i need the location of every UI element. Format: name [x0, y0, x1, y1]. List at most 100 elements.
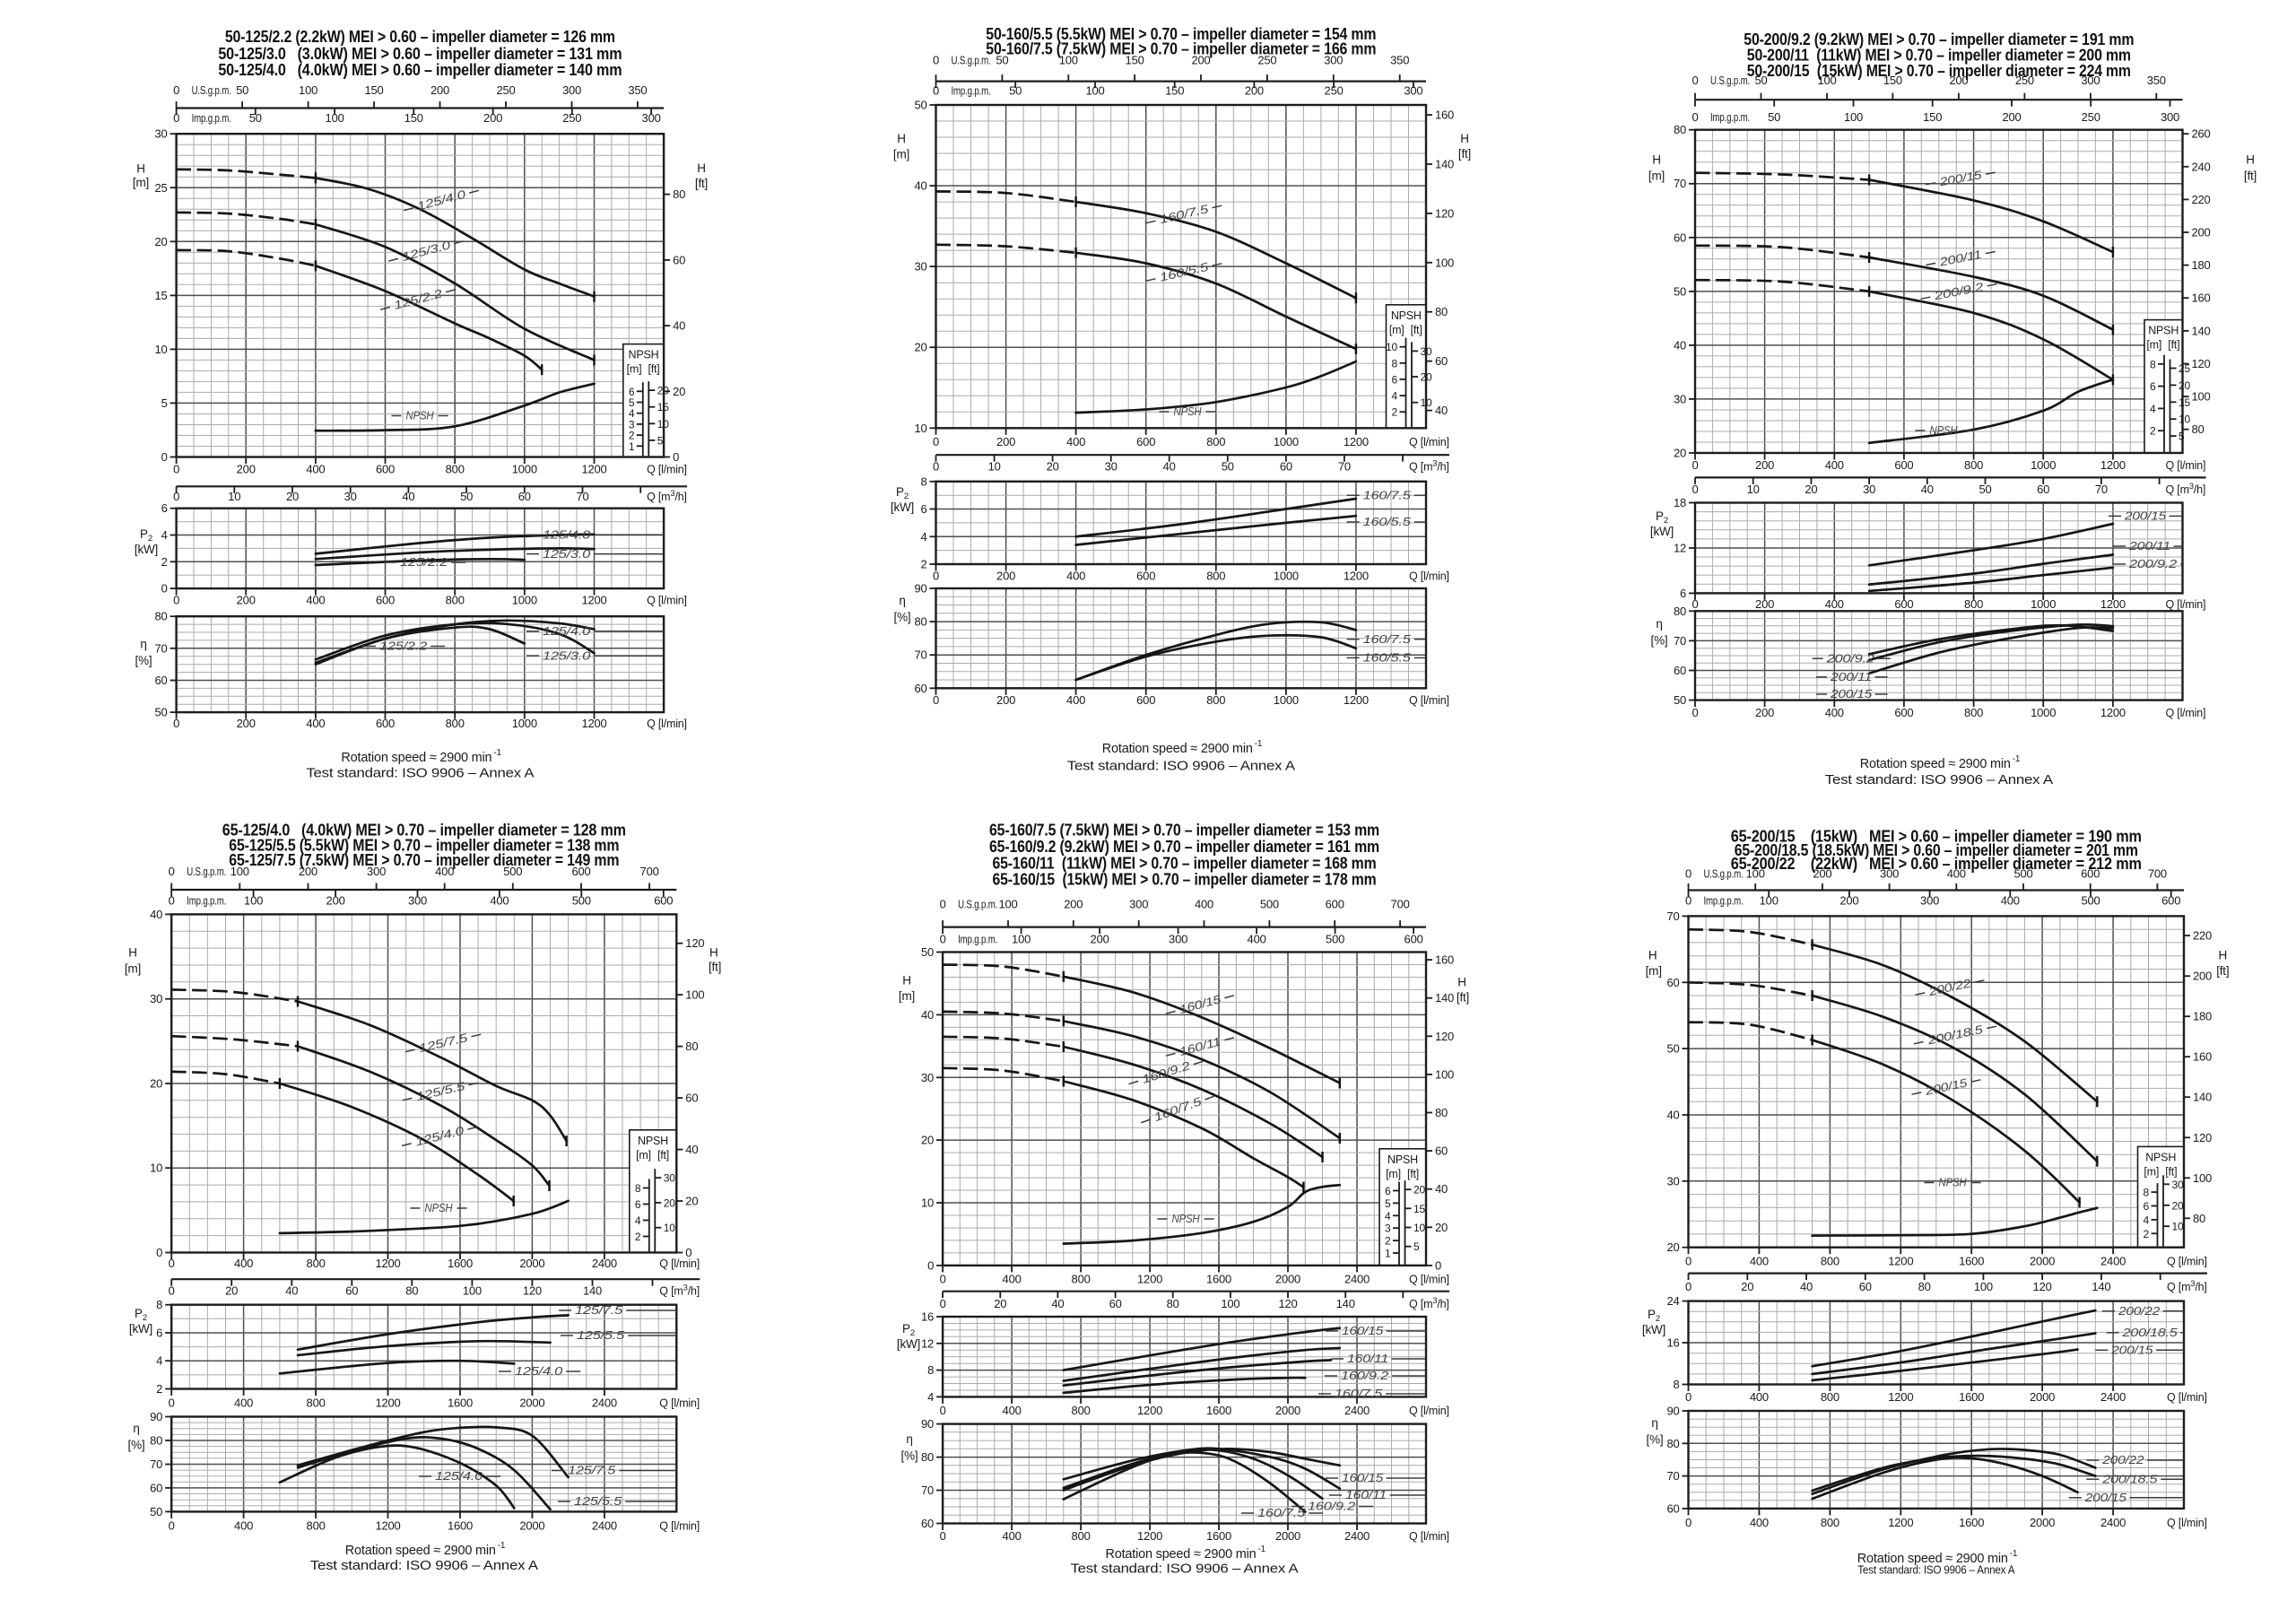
svg-text:60: 60	[1859, 1280, 1872, 1293]
svg-text:20: 20	[1413, 1184, 1425, 1196]
svg-text:160: 160	[2192, 291, 2211, 305]
svg-text:1200: 1200	[1137, 1404, 1162, 1417]
svg-text:200: 200	[326, 893, 345, 907]
svg-text:[%]: [%]	[128, 1439, 145, 1452]
svg-text:0: 0	[1692, 110, 1698, 124]
svg-text:6: 6	[161, 501, 168, 515]
svg-text:90: 90	[150, 1410, 162, 1423]
svg-text:200: 200	[237, 593, 256, 606]
svg-text:200: 200	[996, 693, 1015, 707]
svg-text:60: 60	[914, 682, 926, 695]
svg-text:20: 20	[685, 1195, 698, 1208]
svg-text:60: 60	[921, 1517, 934, 1530]
svg-text:400: 400	[1066, 693, 1085, 707]
svg-text:400: 400	[234, 1519, 253, 1533]
svg-text:0: 0	[173, 83, 179, 97]
svg-text:30: 30	[344, 490, 357, 503]
svg-text:200/11: 200/11	[1830, 670, 1872, 683]
svg-text:0: 0	[685, 1246, 691, 1259]
svg-text:1200: 1200	[581, 717, 606, 730]
svg-text:Q [l/min]: Q [l/min]	[1409, 1405, 1449, 1417]
svg-text:NPSH: NPSH	[629, 349, 659, 361]
svg-text:[m]: [m]	[899, 989, 915, 1003]
svg-text:160/15: 160/15	[1342, 1324, 1384, 1337]
svg-text:60: 60	[1435, 354, 1448, 368]
svg-text:200: 200	[483, 111, 502, 125]
svg-text:100: 100	[1059, 54, 1078, 67]
svg-text:[m]: [m]	[1646, 964, 1662, 978]
svg-text:800: 800	[1206, 693, 1225, 707]
svg-text:6: 6	[1680, 587, 1686, 600]
svg-text:2400: 2400	[592, 1257, 617, 1270]
svg-text:6: 6	[629, 386, 635, 398]
svg-text:1200: 1200	[2100, 458, 2126, 472]
svg-text:[%]: [%]	[1647, 1433, 1664, 1447]
svg-text:30: 30	[664, 1172, 675, 1185]
svg-text:800: 800	[1072, 1272, 1091, 1285]
svg-text:600: 600	[654, 893, 673, 907]
svg-text:[kW]: [kW]	[891, 500, 914, 514]
svg-text:[ft]: [ft]	[2216, 964, 2229, 978]
svg-text:[ft]: [ft]	[1411, 324, 1422, 336]
svg-text:65-160/15 (15kW) MEI > 0.70 –: 65-160/15 (15kW) MEI > 0.70 – impeller d…	[993, 871, 1377, 889]
svg-text:125/3.0: 125/3.0	[543, 547, 591, 561]
svg-text:200: 200	[1755, 597, 1774, 611]
svg-text:Test standard: ISO 9906 – Anne: Test standard: ISO 9906 – Annex A	[1857, 1564, 2015, 1577]
svg-text:200: 200	[1245, 83, 1264, 97]
svg-text:8: 8	[2150, 358, 2156, 370]
svg-text:-1: -1	[498, 1541, 506, 1551]
svg-text:2: 2	[2144, 1228, 2150, 1240]
svg-text:160/5.5: 160/5.5	[1363, 651, 1412, 665]
svg-text:125/4.0: 125/4.0	[435, 1469, 483, 1483]
svg-text:200/15: 200/15	[2110, 1344, 2153, 1357]
svg-text:120: 120	[523, 1283, 542, 1297]
svg-text:10: 10	[2172, 1221, 2184, 1233]
svg-text:125/5.5: 125/5.5	[577, 1328, 625, 1342]
svg-text:240: 240	[2192, 160, 2211, 173]
svg-text:2400: 2400	[592, 1519, 617, 1533]
svg-text:50: 50	[921, 945, 934, 959]
svg-text:16: 16	[921, 1310, 934, 1324]
svg-text:800: 800	[1072, 1404, 1091, 1417]
svg-text:160: 160	[1435, 953, 1454, 967]
svg-text:600: 600	[2161, 893, 2180, 907]
svg-text:Imp.g.p.m.: Imp.g.p.m.	[187, 894, 226, 907]
svg-text:Q [l/min]: Q [l/min]	[2166, 598, 2206, 611]
svg-text:0: 0	[940, 1297, 946, 1310]
svg-text:300: 300	[1880, 866, 1899, 880]
svg-text:Q [m3/h]: Q [m3/h]	[2167, 1279, 2207, 1293]
svg-text:0: 0	[940, 897, 946, 910]
svg-text:60: 60	[1280, 460, 1292, 474]
svg-text:60: 60	[518, 490, 531, 503]
svg-text:10: 10	[228, 490, 240, 503]
svg-text:120: 120	[2193, 1131, 2212, 1144]
svg-text:80: 80	[1167, 1297, 1179, 1310]
svg-text:[m]: [m]	[2146, 339, 2161, 352]
svg-text:300: 300	[2081, 74, 2100, 87]
svg-text:6: 6	[2150, 380, 2156, 393]
svg-text:125/7.5: 125/7.5	[568, 1464, 616, 1477]
svg-text:1200: 1200	[2100, 597, 2126, 611]
svg-text:70: 70	[914, 648, 926, 662]
svg-text:Rotation speed ≈ 2900 min: Rotation speed ≈ 2900 min	[345, 1543, 496, 1558]
svg-text:4: 4	[927, 1390, 934, 1404]
svg-text:300: 300	[367, 865, 386, 878]
svg-text:200/9.2: 200/9.2	[2128, 557, 2178, 570]
svg-text:NPSH: NPSH	[1939, 1176, 1968, 1189]
svg-text:220: 220	[2192, 193, 2211, 206]
svg-text:800: 800	[1206, 569, 1225, 582]
svg-text:Q [l/min]: Q [l/min]	[647, 718, 687, 730]
svg-text:700: 700	[640, 865, 659, 878]
svg-text:150: 150	[404, 111, 423, 125]
svg-text:NPSH: NPSH	[1387, 1153, 1418, 1166]
svg-text:250: 250	[2082, 110, 2100, 124]
svg-text:400: 400	[1195, 897, 1213, 910]
svg-text:70: 70	[1338, 460, 1351, 474]
svg-text:[ft]: [ft]	[1458, 147, 1471, 161]
svg-text:Q [l/min]: Q [l/min]	[1409, 1273, 1449, 1285]
svg-text:NPSH: NPSH	[425, 1201, 454, 1214]
svg-text:140: 140	[583, 1283, 602, 1297]
svg-text:125/7.5: 125/7.5	[575, 1303, 623, 1317]
svg-text:2000: 2000	[1275, 1529, 1300, 1543]
svg-text:Q [l/min]: Q [l/min]	[1409, 436, 1449, 448]
